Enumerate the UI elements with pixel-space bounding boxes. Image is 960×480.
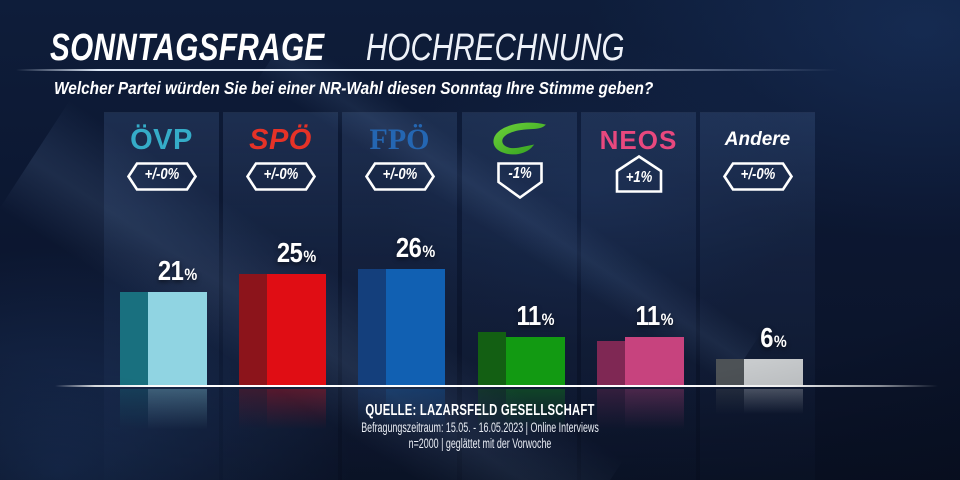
poll-question: Welcher Partei würden Sie bei einer NR-W…: [54, 78, 654, 98]
value-label: 11%: [516, 299, 555, 331]
value-label: 11%: [635, 299, 674, 331]
oevp-logo: ÖVP: [130, 124, 193, 156]
bar-previous: [716, 359, 744, 386]
change-badge: +/-0%: [245, 162, 316, 191]
title-main: SONNTAGSFRAGE: [50, 27, 325, 69]
change-value: +/-0%: [740, 166, 775, 183]
bar-current: [506, 336, 565, 386]
greens-g-icon: [462, 120, 577, 160]
change-badge: -1%: [496, 162, 543, 199]
bar-previous: [597, 341, 625, 386]
fpoe-logo: FPÖ: [369, 123, 430, 156]
source-line: Befragungszeitraum: 15.05. - 16.05.2023 …: [361, 420, 599, 435]
bar-previous: [239, 273, 267, 386]
bar-current: [267, 273, 326, 386]
change-value: +/-0%: [144, 166, 179, 183]
bar-previous: [358, 269, 386, 386]
neos-logo: NEOS: [599, 125, 678, 155]
value-label: 25%: [276, 236, 317, 268]
bar-previous: [478, 332, 506, 386]
bar-current: [148, 291, 207, 386]
value-label: 26%: [395, 232, 436, 263]
change-badge: +/-0%: [364, 162, 435, 191]
source-line: n=2000 | geglättet mit der Vorwoche: [408, 435, 552, 451]
bar-current: [386, 269, 445, 386]
change-value: +/-0%: [263, 166, 298, 183]
change-badge: +/-0%: [126, 162, 197, 191]
change-value: +/-0%: [382, 166, 417, 183]
change-badge: +/-0%: [722, 162, 793, 191]
bar-current: [625, 336, 684, 386]
andere-label: Andere: [724, 129, 791, 150]
bar-current: [744, 359, 803, 386]
spoe-logo: SPÖ: [249, 124, 312, 156]
value-label: 6%: [760, 322, 787, 353]
bar-previous: [120, 291, 148, 386]
change-value: +1%: [625, 169, 652, 186]
page-title: SONNTAGSFRAGE HOCHRECHNUNG: [50, 27, 698, 70]
title-sub: HOCHRECHNUNG: [366, 27, 626, 69]
source-line: QUELLE: LAZARSFELD GESELLSCHAFT: [365, 402, 595, 419]
bar-reflection: [120, 389, 148, 433]
change-value: -1%: [507, 165, 532, 182]
title-divider: [16, 69, 838, 71]
source-block: QUELLE: LAZARSFELD GESELLSCHAFT Befragun…: [180, 401, 780, 451]
value-label: 21%: [157, 254, 198, 286]
chart-baseline: [0, 385, 960, 388]
change-badge: +1%: [615, 155, 662, 193]
